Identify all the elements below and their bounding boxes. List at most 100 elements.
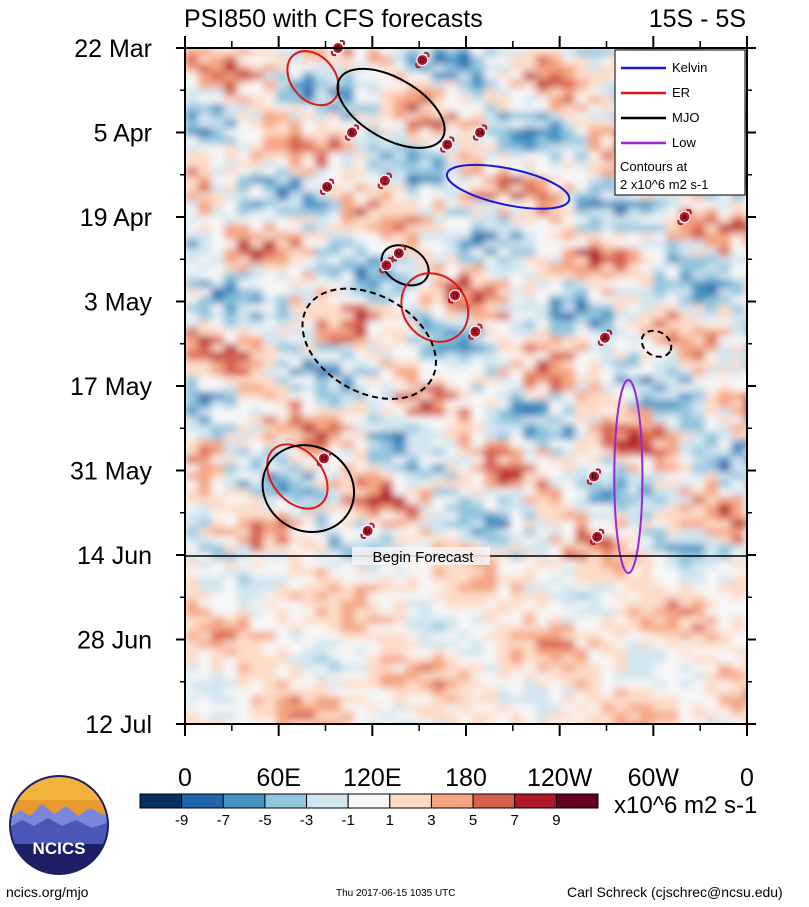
- anomaly-cell: [718, 384, 732, 393]
- anomaly-cell: [263, 144, 277, 153]
- anomaly-cell: [276, 688, 290, 697]
- anomaly-cell: [406, 480, 420, 489]
- anomaly-cell: [536, 256, 550, 265]
- anomaly-cell: [679, 472, 693, 481]
- anomaly-cell: [445, 520, 459, 529]
- anomaly-cell: [419, 432, 433, 441]
- anomaly-cell: [653, 544, 667, 553]
- anomaly-cell: [250, 528, 264, 537]
- anomaly-cell: [718, 696, 732, 705]
- anomaly-cell: [549, 48, 563, 57]
- anomaly-cell: [731, 232, 745, 241]
- anomaly-cell: [289, 136, 303, 145]
- footer-url[interactable]: ncics.org/mjo: [6, 884, 89, 900]
- anomaly-cell: [393, 312, 407, 321]
- anomaly-cell: [718, 448, 732, 457]
- anomaly-cell: [237, 504, 251, 513]
- anomaly-cell: [250, 232, 264, 241]
- anomaly-cell: [406, 264, 420, 273]
- anomaly-cell: [640, 504, 654, 513]
- anomaly-cell: [250, 400, 264, 409]
- anomaly-cell: [536, 664, 550, 673]
- anomaly-cell: [627, 288, 641, 297]
- anomaly-cell: [393, 304, 407, 313]
- anomaly-cell: [562, 208, 576, 217]
- anomaly-cell: [731, 328, 745, 337]
- anomaly-cell: [731, 648, 745, 657]
- anomaly-cell: [432, 104, 446, 113]
- anomaly-cell: [471, 88, 485, 97]
- anomaly-cell: [354, 256, 368, 265]
- anomaly-cell: [575, 200, 589, 209]
- anomaly-cell: [744, 704, 747, 713]
- x-axis-ticks: 0 60E 120E 180 120W 60W 0: [178, 36, 754, 792]
- anomaly-cell: [510, 576, 524, 585]
- anomaly-cell: [367, 136, 381, 145]
- anomaly-cell: [627, 224, 641, 233]
- anomaly-cell: [679, 712, 693, 721]
- anomaly-cell: [198, 472, 212, 481]
- anomaly-cell: [276, 712, 290, 721]
- anomaly-cell: [627, 544, 641, 553]
- anomaly-cell: [315, 104, 329, 113]
- anomaly-cell: [315, 368, 329, 377]
- anomaly-cell: [497, 56, 511, 65]
- anomaly-cell: [302, 576, 316, 585]
- anomaly-cell: [718, 488, 732, 497]
- anomaly-cell: [692, 304, 706, 313]
- anomaly-cell: [380, 608, 394, 617]
- anomaly-cell: [562, 272, 576, 281]
- anomaly-cell: [458, 648, 472, 657]
- anomaly-cell: [341, 688, 355, 697]
- anomaly-cell: [614, 280, 628, 289]
- anomaly-cell: [211, 696, 225, 705]
- anomaly-cell: [458, 336, 472, 345]
- anomaly-cell: [484, 168, 498, 177]
- anomaly-cell: [718, 272, 732, 281]
- anomaly-cell: [276, 136, 290, 145]
- anomaly-cell: [705, 536, 719, 545]
- anomaly-cell: [640, 640, 654, 649]
- anomaly-cell: [263, 672, 277, 681]
- anomaly-cell: [289, 480, 303, 489]
- legend-box: [614, 49, 746, 196]
- anomaly-cell: [562, 64, 576, 73]
- anomaly-cell: [523, 336, 537, 345]
- anomaly-cell: [575, 544, 589, 553]
- anomaly-cell: [224, 400, 238, 409]
- anomaly-cell: [224, 568, 238, 577]
- anomaly-cell: [523, 272, 537, 281]
- anomaly-cell: [640, 416, 654, 425]
- anomaly-cell: [224, 48, 238, 57]
- anomaly-cell: [263, 400, 277, 409]
- anomaly-cell: [198, 576, 212, 585]
- anomaly-cell: [575, 720, 589, 724]
- anomaly-cell: [237, 120, 251, 129]
- anomaly-cell: [341, 720, 355, 724]
- anomaly-cell: [302, 208, 316, 217]
- anomaly-cell: [354, 128, 368, 137]
- anomaly-cell: [601, 712, 615, 721]
- anomaly-cell: [250, 120, 264, 129]
- anomaly-cell: [380, 112, 394, 121]
- anomaly-cell: [601, 264, 615, 273]
- anomaly-cell: [601, 224, 615, 233]
- anomaly-cell: [549, 616, 563, 625]
- anomaly-cell: [718, 472, 732, 481]
- anomaly-cell: [471, 352, 485, 361]
- anomaly-cell: [263, 408, 277, 417]
- anomaly-cell: [380, 208, 394, 217]
- anomaly-cell: [601, 448, 615, 457]
- anomaly-cell: [653, 488, 667, 497]
- anomaly-cell: [705, 264, 719, 273]
- anomaly-cell: [523, 632, 537, 641]
- anomaly-cell: [341, 504, 355, 513]
- anomaly-cell: [523, 504, 537, 513]
- anomaly-cell: [406, 328, 420, 337]
- anomaly-cell: [679, 376, 693, 385]
- anomaly-cell: [237, 376, 251, 385]
- anomaly-cell: [601, 480, 615, 489]
- anomaly-cell: [445, 184, 459, 193]
- anomaly-cell: [367, 536, 381, 545]
- anomaly-cell: [419, 176, 433, 185]
